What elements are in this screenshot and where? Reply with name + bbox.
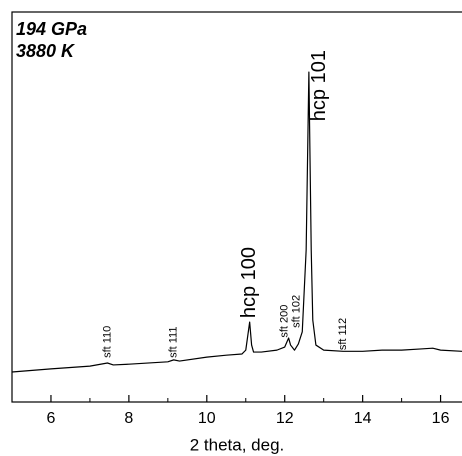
condition-label: 194 GPa xyxy=(16,19,87,39)
x-tick-label: 16 xyxy=(432,410,450,427)
peak-label: hcp 101 xyxy=(308,50,330,121)
x-tick-label: 12 xyxy=(276,410,294,427)
minor-peak-label: sft 112 xyxy=(337,318,349,350)
condition-label: 3880 K xyxy=(16,41,76,61)
x-tick-label: 10 xyxy=(198,410,216,427)
peak-label: hcp 100 xyxy=(238,247,260,318)
minor-peak-label: sft 200 xyxy=(279,305,291,338)
x-tick-label: 6 xyxy=(47,410,56,427)
minor-peak-label: sft 110 xyxy=(101,326,113,358)
x-tick-label: 14 xyxy=(354,410,372,427)
minor-peak-label: sft 111 xyxy=(168,327,180,358)
diffraction-line xyxy=(11,71,462,373)
x-axis-label: 2 theta, deg. xyxy=(190,435,285,454)
x-tick-label: 8 xyxy=(124,410,133,427)
plot-frame xyxy=(11,11,462,403)
minor-peak-label: sft 102 xyxy=(290,295,302,328)
